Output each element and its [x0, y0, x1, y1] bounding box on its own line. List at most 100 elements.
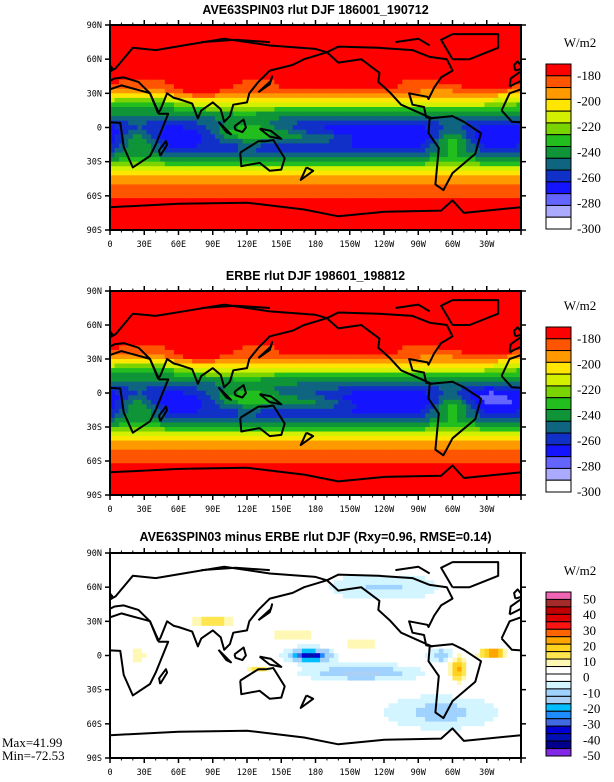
heatmap-cell	[425, 75, 431, 81]
heatmap-cell	[384, 47, 389, 53]
heatmap-cell	[379, 143, 385, 149]
heatmap-cell	[452, 225, 458, 230]
heatmap-cell	[278, 179, 284, 185]
heatmap-cell	[173, 25, 179, 30]
heatmap-cell	[315, 193, 321, 199]
heatmap-cell	[137, 211, 143, 217]
heatmap-cell	[128, 38, 134, 44]
heatmap-cell	[320, 166, 326, 172]
heatmap-cell	[173, 327, 179, 333]
heatmap-cell	[251, 66, 257, 71]
heatmap-cell	[242, 138, 248, 144]
heatmap-cell	[219, 143, 225, 149]
heatmap-cell	[215, 216, 220, 222]
heatmap-cell	[393, 161, 399, 167]
heatmap-cell	[242, 107, 248, 112]
heatmap-cell	[265, 157, 271, 163]
heatmap-cell	[288, 47, 294, 53]
heatmap-cell	[155, 93, 161, 99]
heatmap-cell	[219, 25, 225, 30]
heatmap-cell	[352, 138, 357, 144]
heatmap-cell	[306, 313, 312, 319]
heatmap-cell	[498, 84, 504, 90]
heatmap-cell	[228, 61, 234, 67]
heatmap-cell	[247, 175, 252, 181]
heatmap-cell	[415, 125, 421, 131]
heatmap-cell	[420, 309, 426, 315]
heatmap-cell	[183, 29, 189, 35]
heatmap-cell	[274, 225, 280, 230]
heatmap-cell	[338, 88, 344, 94]
heatmap-cell	[466, 300, 472, 305]
heatmap-cell	[461, 120, 467, 126]
heatmap-cell	[141, 138, 147, 144]
heatmap-cell	[425, 102, 431, 108]
heatmap-cell	[397, 129, 403, 135]
heatmap-cell	[137, 207, 143, 213]
heatmap-cell	[183, 322, 189, 328]
heatmap-cell	[388, 161, 394, 167]
heatmap-cell	[425, 291, 431, 296]
heatmap-cell	[228, 47, 234, 53]
heatmap-cell	[516, 97, 521, 103]
heatmap-cell	[164, 34, 170, 40]
heatmap-cell	[123, 309, 129, 315]
heatmap-cell	[269, 166, 275, 172]
heatmap-cell	[365, 220, 371, 226]
heatmap-cell	[329, 129, 335, 135]
heatmap-cell	[457, 216, 463, 222]
heatmap-cell	[278, 318, 284, 324]
heatmap-cell	[292, 207, 298, 213]
heatmap-cell	[516, 93, 521, 99]
heatmap-cell	[397, 207, 403, 213]
heatmap-cell	[429, 225, 435, 230]
heatmap-cell	[443, 207, 449, 213]
heatmap-cell	[310, 166, 316, 172]
heatmap-cell	[187, 116, 193, 122]
heatmap-cell	[215, 157, 220, 163]
heatmap-cell	[233, 291, 239, 296]
heatmap-cell	[192, 211, 198, 217]
heatmap-cell	[507, 170, 513, 176]
heatmap-cell	[114, 193, 120, 199]
heatmap-cell	[489, 318, 494, 324]
heatmap-cell	[160, 43, 166, 49]
heatmap-cell	[342, 125, 348, 131]
heatmap-cell	[224, 225, 230, 230]
heatmap-cell	[438, 34, 444, 40]
heatmap-cell	[169, 179, 175, 185]
heatmap-cell	[256, 47, 262, 53]
heatmap-cell	[310, 25, 316, 30]
heatmap-cell	[447, 161, 453, 167]
heatmap-cell	[119, 43, 125, 49]
heatmap-cell	[233, 56, 239, 62]
heatmap-cell	[237, 220, 243, 226]
heatmap-cell	[342, 207, 348, 213]
heatmap-cell	[320, 211, 326, 217]
heatmap-cell	[132, 318, 138, 324]
heatmap-cell	[224, 157, 230, 163]
heatmap-cell	[219, 88, 225, 94]
heatmap-cell	[283, 216, 289, 222]
heatmap-cell	[425, 318, 431, 324]
heatmap-cell	[288, 211, 294, 217]
max-label: Max=41.99	[2, 735, 62, 750]
heatmap-cell	[484, 148, 490, 153]
heatmap-cell	[489, 193, 494, 199]
heatmap-cell	[329, 138, 335, 144]
heatmap-cell	[429, 309, 435, 315]
heatmap-cell	[137, 216, 143, 222]
heatmap-cell	[237, 193, 243, 199]
heatmap-cell	[215, 161, 220, 167]
heatmap-cell	[256, 207, 262, 213]
heatmap-cell	[370, 318, 376, 324]
heatmap-cell	[415, 175, 421, 181]
heatmap-cell	[251, 70, 257, 76]
heatmap-cell	[114, 318, 120, 324]
heatmap-cell	[269, 304, 275, 310]
heatmap-cell	[402, 184, 408, 190]
heatmap-cell	[151, 143, 157, 149]
heatmap-cell	[429, 29, 435, 35]
heatmap-cell	[342, 189, 348, 194]
heatmap-cell	[173, 198, 179, 204]
